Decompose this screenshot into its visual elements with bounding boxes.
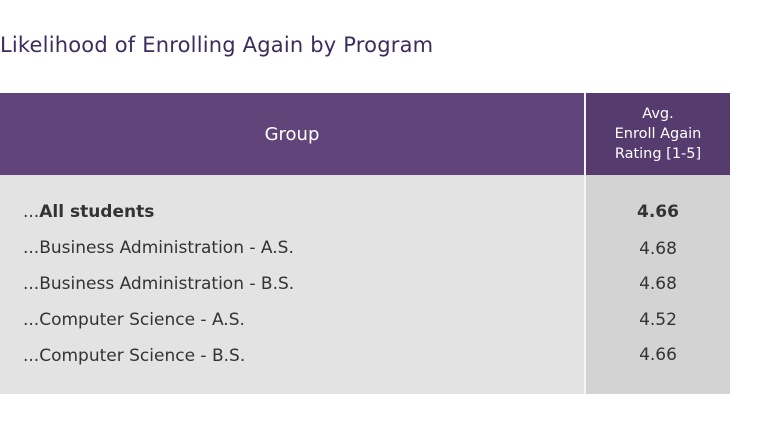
group-column-body xyxy=(0,175,584,394)
table-row-label: ...Business Administration - B.S. xyxy=(23,274,294,294)
row-label-text: Computer Science - B.S. xyxy=(39,346,246,366)
table-row-value: 4.68 xyxy=(639,274,677,294)
row-prefix: ... xyxy=(23,202,40,222)
table-row-value: 4.66 xyxy=(637,202,679,222)
column-divider xyxy=(584,93,586,394)
table-row-value: 4.52 xyxy=(639,310,677,330)
row-label-text: Computer Science - A.S. xyxy=(39,310,245,330)
column-header-rating-line1: Avg. xyxy=(642,106,674,122)
enroll-again-table: Group Avg. Enroll Again Rating [1-5] ...… xyxy=(0,93,730,394)
row-label-text: All students xyxy=(39,202,155,222)
column-header-rating-line3: Rating [1-5] xyxy=(614,146,702,162)
row-prefix: ... xyxy=(23,346,40,366)
column-header-group: Group xyxy=(264,123,320,145)
row-label-text: Business Administration - B.S. xyxy=(39,274,295,294)
row-prefix: ... xyxy=(23,238,40,258)
row-label-text: Business Administration - A.S. xyxy=(39,238,294,258)
column-header-rating-line2: Enroll Again xyxy=(614,126,702,142)
table-row-value: 4.68 xyxy=(639,239,677,259)
column-header-rating: Avg. Enroll Again Rating [1-5] xyxy=(586,93,730,175)
rating-column-body xyxy=(586,175,730,394)
row-prefix: ... xyxy=(23,274,40,294)
table-header: Group Avg. Enroll Again Rating [1-5] xyxy=(0,93,730,175)
table-row-value: 4.66 xyxy=(639,345,677,365)
table-row-label: ...Computer Science - B.S. xyxy=(23,346,245,366)
table-row-label: ...Business Administration - A.S. xyxy=(23,238,294,258)
table-row-label: ...All students xyxy=(23,202,154,222)
row-prefix: ... xyxy=(23,310,40,330)
table-row-label: ...Computer Science - A.S. xyxy=(23,310,245,330)
page-title: Likelihood of Enrolling Again by Program xyxy=(0,33,434,57)
